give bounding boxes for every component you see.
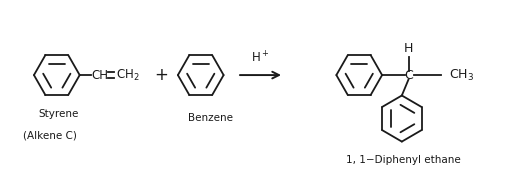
Text: C: C xyxy=(404,69,413,82)
Text: Styrene: Styrene xyxy=(39,109,79,119)
Text: 1, 1−Diphenyl ethane: 1, 1−Diphenyl ethane xyxy=(346,155,461,165)
Text: H: H xyxy=(404,42,413,55)
Text: CH$_2$: CH$_2$ xyxy=(116,68,139,83)
Text: CH: CH xyxy=(92,69,108,82)
Text: H$^+$: H$^+$ xyxy=(251,50,270,66)
Text: Benzene: Benzene xyxy=(188,113,233,123)
Text: (Alkene C): (Alkene C) xyxy=(23,130,77,140)
Text: +: + xyxy=(154,66,168,84)
Text: CH$_3$: CH$_3$ xyxy=(449,68,474,83)
